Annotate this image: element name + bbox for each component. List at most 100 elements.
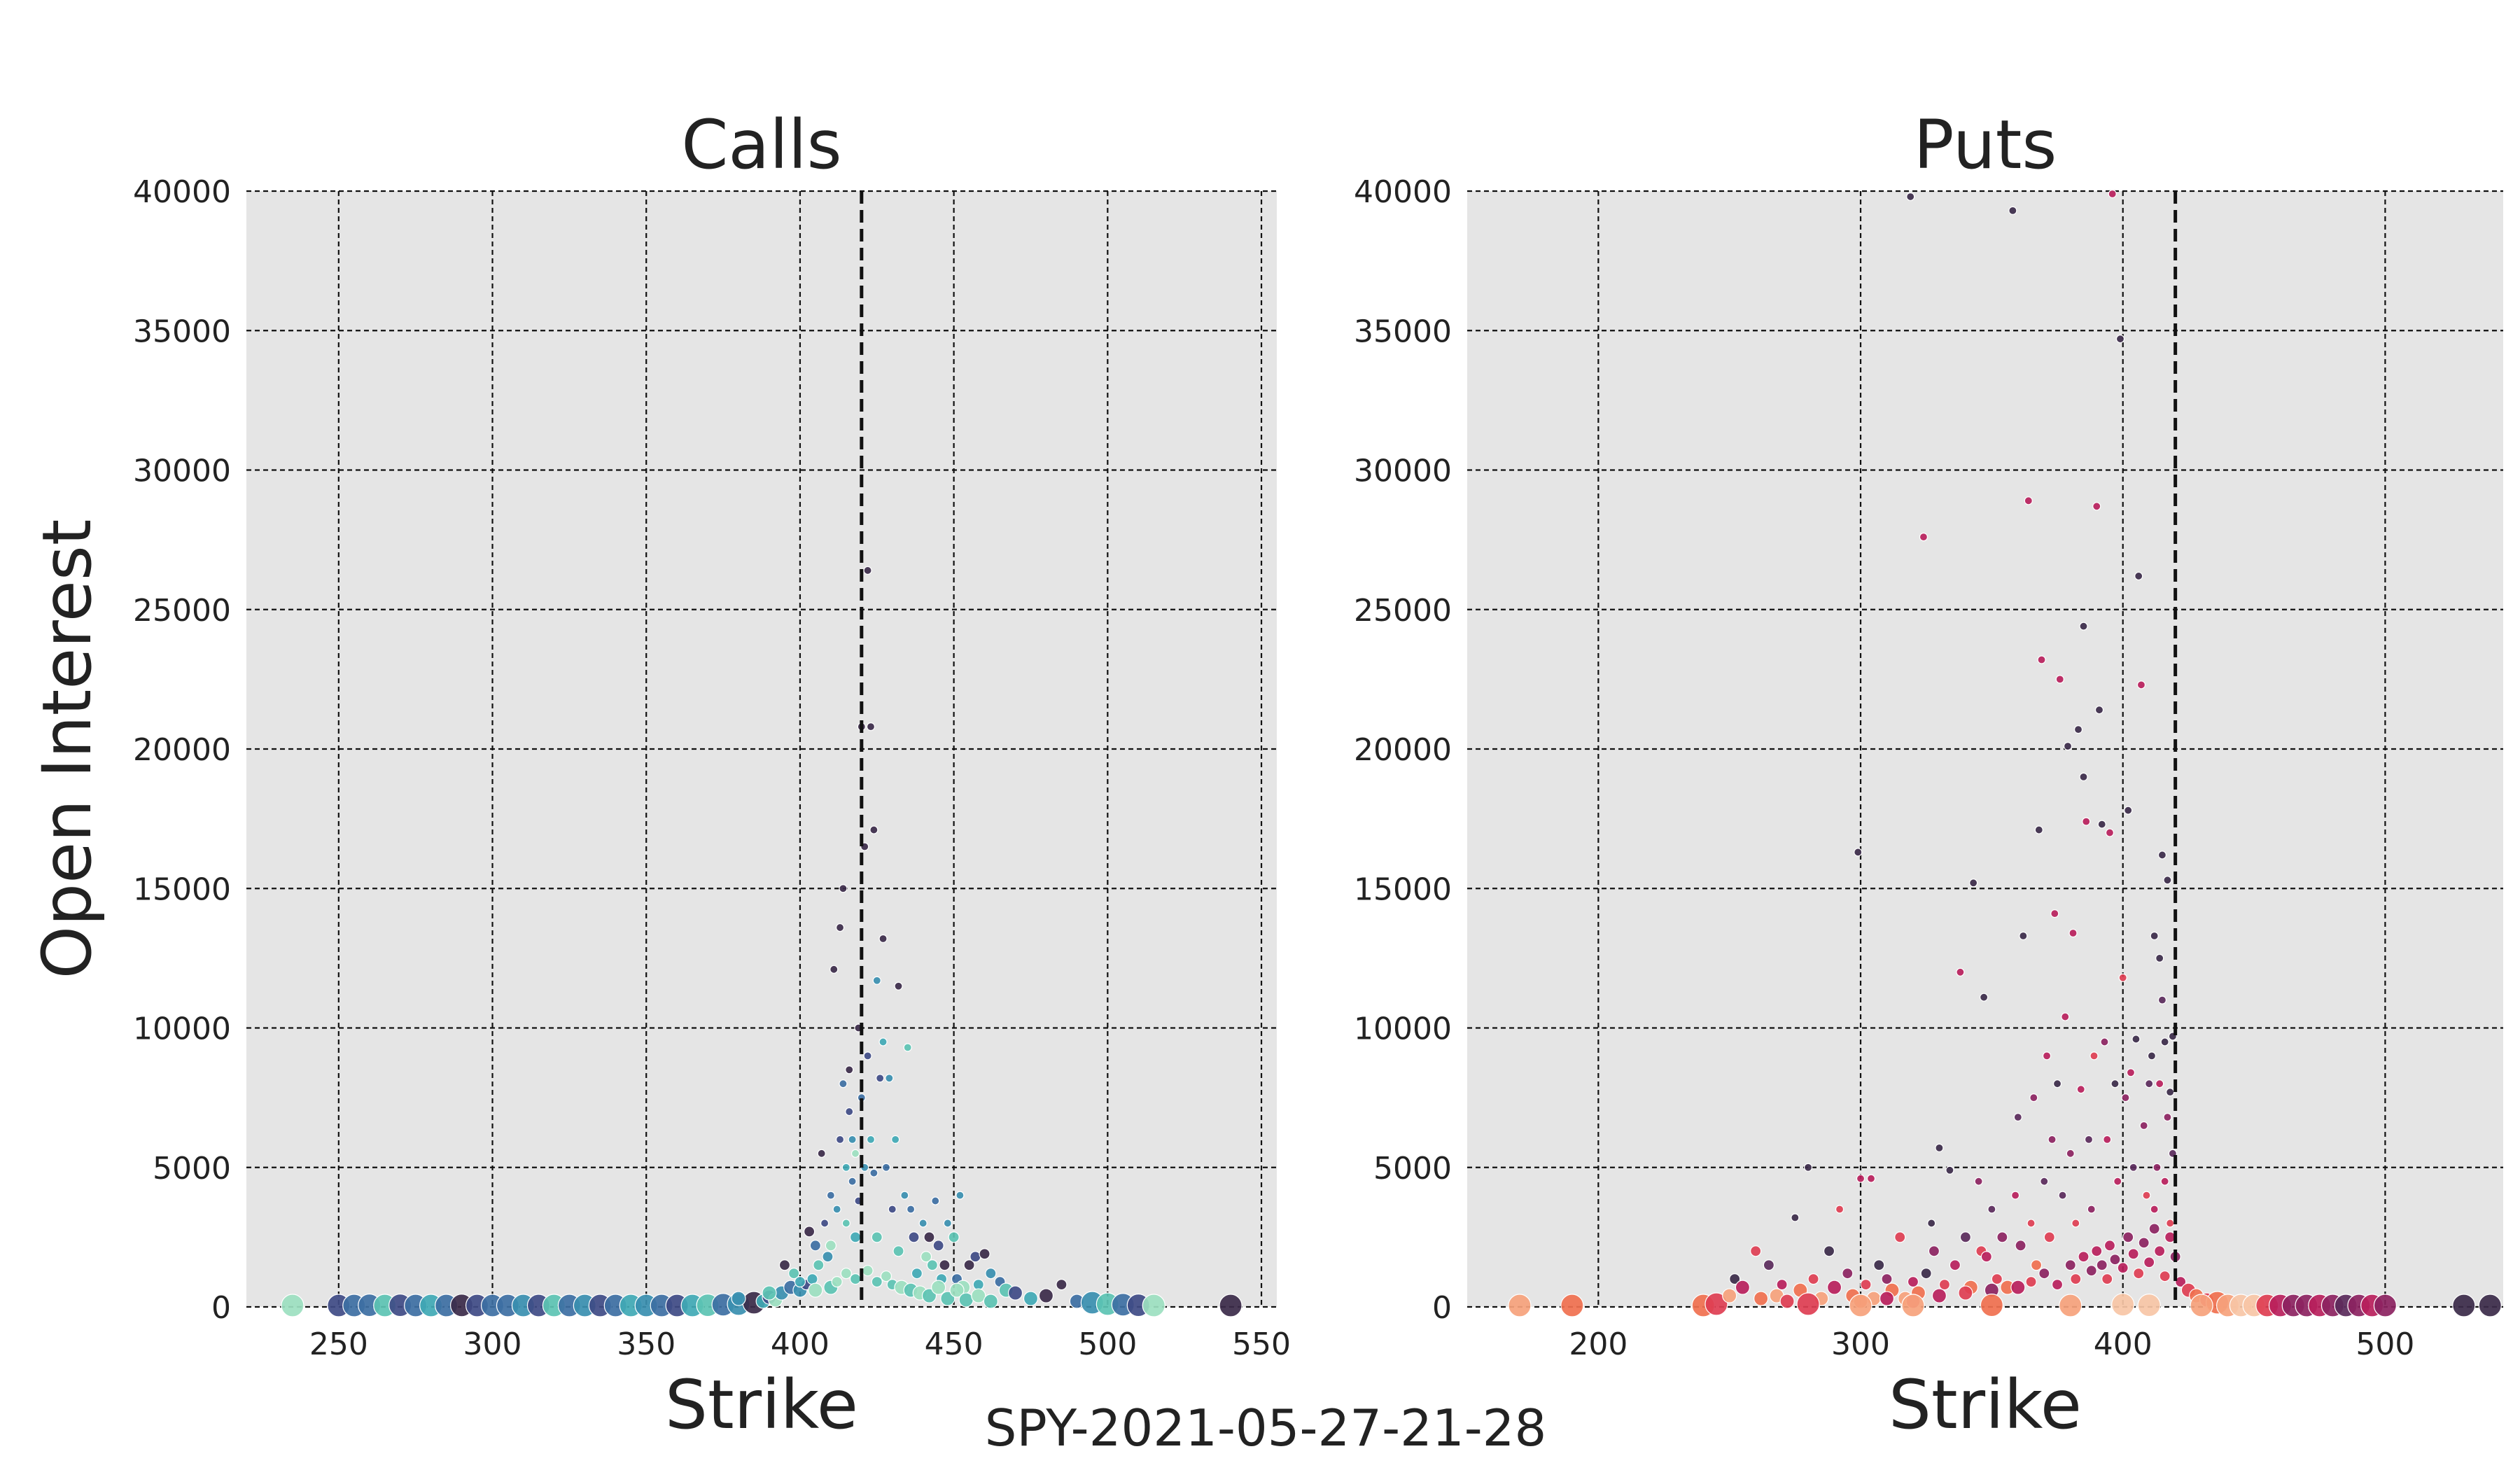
calls-data-point bbox=[849, 1273, 862, 1285]
puts-data-point bbox=[1750, 1245, 1762, 1257]
puts-data-point bbox=[2026, 1219, 2036, 1228]
puts-data-point bbox=[2064, 1259, 2076, 1271]
puts-data-point bbox=[1854, 848, 1863, 857]
puts-x-tick-label: 200 bbox=[1569, 1326, 1628, 1362]
puts-data-point bbox=[1729, 1273, 1741, 1285]
puts-data-point bbox=[1735, 1280, 1751, 1295]
calls-data-point bbox=[820, 1219, 830, 1228]
calls-data-point bbox=[878, 1037, 888, 1046]
puts-data-point bbox=[2118, 973, 2127, 982]
calls-data-point bbox=[979, 1248, 990, 1260]
calls-data-point bbox=[841, 1219, 850, 1228]
puts-data-point bbox=[2121, 1093, 2130, 1102]
calls-data-point bbox=[808, 1282, 823, 1298]
puts-data-point bbox=[2084, 1135, 2094, 1144]
puts-data-point bbox=[2047, 1135, 2057, 1144]
puts-data-point bbox=[2085, 1265, 2097, 1277]
puts-data-point bbox=[2025, 1276, 2037, 1288]
puts-data-point bbox=[1881, 1273, 1893, 1285]
puts-data-point bbox=[2038, 1268, 2050, 1280]
calls-data-point bbox=[806, 1273, 818, 1285]
calls-data-point bbox=[809, 1240, 821, 1252]
calls-data-point bbox=[900, 1191, 909, 1200]
puts-data-point bbox=[1860, 1279, 1872, 1291]
puts-data-point bbox=[2063, 741, 2073, 751]
calls-data-point bbox=[848, 1135, 857, 1144]
puts-data-point bbox=[1906, 192, 1915, 202]
puts-data-point bbox=[2150, 1205, 2159, 1214]
puts-data-point bbox=[1907, 1276, 1919, 1288]
puts-data-point bbox=[2166, 1219, 2175, 1228]
puts-x-tick-label: 300 bbox=[1831, 1326, 1890, 1362]
puts-data-point bbox=[2055, 675, 2064, 684]
calls-data-point bbox=[869, 1168, 878, 1177]
calls-data-point bbox=[825, 1240, 836, 1252]
puts-data-point bbox=[1560, 1294, 1584, 1317]
puts-data-point bbox=[2117, 1262, 2129, 1274]
puts-data-point bbox=[2034, 825, 2043, 834]
calls-data-point bbox=[931, 1280, 946, 1295]
calls-data-point bbox=[920, 1251, 932, 1263]
puts-data-point bbox=[2166, 1088, 2175, 1097]
puts-data-point bbox=[2142, 1191, 2151, 1200]
puts-data-point bbox=[1949, 1259, 1961, 1271]
calls-data-point bbox=[971, 1288, 986, 1303]
puts-data-point bbox=[1866, 1174, 1876, 1183]
puts-data-point bbox=[2190, 1294, 2213, 1317]
calls-data-point bbox=[839, 1079, 848, 1088]
calls-data-point bbox=[985, 1268, 997, 1280]
calls-data-point bbox=[878, 934, 888, 944]
puts-y-tick-label: 10000 bbox=[1354, 1011, 1452, 1047]
calls-data-point bbox=[926, 1259, 938, 1271]
puts-data-point bbox=[2133, 1268, 2145, 1280]
puts-data-point bbox=[1969, 878, 1978, 888]
calls-data-point bbox=[281, 1294, 304, 1317]
calls-y-tick-label: 20000 bbox=[133, 732, 231, 768]
calls-data-point bbox=[903, 1043, 912, 1052]
puts-data-point bbox=[2010, 1191, 2020, 1200]
calls-x-tick-label: 300 bbox=[463, 1326, 522, 1362]
puts-y-tick-label: 40000 bbox=[1354, 174, 1452, 210]
puts-data-point bbox=[2024, 496, 2033, 505]
calls-data-point bbox=[845, 1065, 854, 1074]
puts-data-point bbox=[1779, 1294, 1795, 1309]
calls-data-point bbox=[939, 1259, 951, 1271]
calls-data-point bbox=[817, 1149, 826, 1158]
calls-data-point bbox=[880, 1270, 892, 1282]
puts-data-point bbox=[1776, 1279, 1788, 1291]
puts-title: Puts bbox=[1914, 106, 2057, 184]
puts-data-point bbox=[2071, 1219, 2080, 1228]
puts-data-point bbox=[2101, 1273, 2113, 1285]
puts-y-tick-label: 5000 bbox=[1373, 1151, 1452, 1186]
puts-data-point bbox=[1928, 1245, 1940, 1257]
puts-data-point bbox=[2139, 1121, 2148, 1130]
puts-data-point bbox=[2148, 1223, 2160, 1235]
calls-y-tick-label: 30000 bbox=[133, 454, 231, 489]
puts-data-point bbox=[2015, 1240, 2026, 1252]
puts-data-point bbox=[2452, 1294, 2476, 1317]
puts-data-point bbox=[2030, 1259, 2043, 1271]
puts-data-point bbox=[2019, 931, 2028, 941]
calls-y-tick-label: 10000 bbox=[133, 1011, 231, 1047]
puts-y-tick-label: 0 bbox=[1432, 1290, 1452, 1326]
puts-data-point bbox=[2090, 1051, 2099, 1060]
puts-data-point bbox=[2138, 1237, 2150, 1249]
calls-data-point bbox=[871, 1231, 883, 1243]
calls-data-point bbox=[885, 1074, 894, 1083]
puts-data-point bbox=[1754, 1291, 1769, 1306]
puts-data-point bbox=[2137, 1294, 2161, 1317]
puts-y-tick-label: 25000 bbox=[1354, 593, 1452, 629]
puts-data-point bbox=[2155, 953, 2164, 962]
puts-data-point bbox=[1823, 1245, 1835, 1257]
calls-x-tick-label: 400 bbox=[771, 1326, 830, 1362]
puts-data-point bbox=[2175, 1276, 2187, 1288]
puts-data-point bbox=[2147, 1051, 2157, 1060]
puts-data-point bbox=[2150, 931, 2159, 941]
puts-data-point bbox=[1901, 1294, 1925, 1317]
puts-data-point bbox=[2091, 1245, 2103, 1257]
calls-data-point bbox=[788, 1268, 800, 1280]
calls-data-point bbox=[1142, 1294, 1166, 1317]
calls-data-point bbox=[955, 1191, 965, 1200]
puts-data-point bbox=[2100, 1037, 2109, 1046]
puts-data-point bbox=[2013, 1112, 2022, 1122]
